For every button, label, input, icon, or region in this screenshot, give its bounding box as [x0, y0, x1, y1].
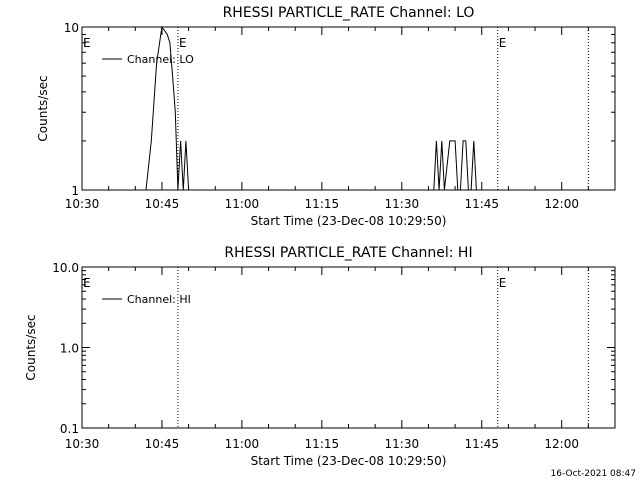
x-axis-label: Start Time (23-Dec-08 10:29:50): [251, 454, 447, 468]
timestamp-label: 16-Oct-2021 08:47: [551, 469, 636, 479]
x-tick-label: 11:00: [225, 197, 260, 211]
chart-hi-channel: RHESSI PARTICLE_RATE Channel: HI 10:30 10:…: [24, 245, 616, 468]
event-marker-label: E: [499, 36, 507, 50]
edge-marker-label: E: [83, 36, 91, 50]
legend-label: Channel: HI: [127, 293, 191, 306]
x-tick-label: 10:45: [145, 437, 180, 451]
plot-frame: [81, 266, 616, 429]
edge-marker-label: E: [83, 276, 91, 290]
chart-title: RHESSI PARTICLE_RATE Channel: LO: [223, 5, 475, 21]
x-tick-label: 12:00: [544, 437, 579, 451]
x-tick-label: 11:45: [464, 197, 499, 211]
y-axis-label: Counts/sec: [36, 75, 50, 141]
x-tick-label: 10:45: [145, 197, 180, 211]
x-tick-label: 10:30: [65, 197, 100, 211]
y-tick-label: 10.0: [52, 261, 79, 275]
x-axis-label: Start Time (23-Dec-08 10:29:50): [251, 214, 447, 228]
x-tick-label: 11:30: [385, 437, 420, 451]
legend-label: Channel: LO: [127, 53, 194, 66]
event-marker-label: E: [499, 276, 507, 290]
event-marker-label: E: [179, 36, 187, 50]
x-tick-label: 11:00: [225, 437, 260, 451]
x-tick-label: 12:00: [544, 197, 579, 211]
x-tick-label: 11:30: [385, 197, 420, 211]
x-tick-label: 11:15: [305, 197, 340, 211]
y-tick-label: 10: [64, 21, 79, 35]
y-tick-label: 0.1: [60, 422, 79, 436]
y-tick-label: 1.0: [60, 342, 79, 356]
x-tick-label: 10:30: [65, 437, 100, 451]
chart-lo-channel: RHESSI PARTICLE_RATE Channel: LO 10:30 10:…: [36, 5, 616, 228]
x-tick-label: 11:15: [305, 437, 340, 451]
series-line: [82, 25, 482, 191]
y-axis-label: Counts/sec: [24, 314, 38, 380]
y-tick-label: 1: [71, 184, 79, 198]
plot-frame: [81, 26, 616, 191]
chart-title: RHESSI PARTICLE_RATE Channel: HI: [224, 245, 472, 261]
x-tick-label: 11:45: [464, 437, 499, 451]
